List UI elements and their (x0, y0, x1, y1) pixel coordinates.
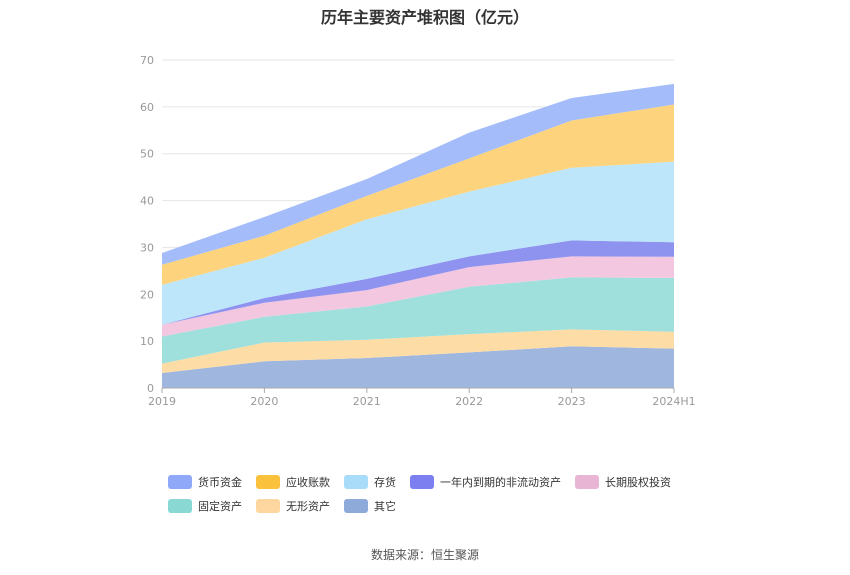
y-tick-label: 0 (147, 382, 154, 395)
axes: 0 10 20 30 40 50 60 70 2019 2020 2021 2022 2023 2024H… (140, 54, 696, 408)
area-series-2 (162, 277, 674, 364)
x-tick-label: 2022 (455, 395, 483, 408)
x-tick-label: 2021 (353, 395, 381, 408)
legend-label: 无形资产 (286, 499, 330, 513)
legend-swatch (410, 475, 434, 489)
area-series-3 (162, 256, 674, 337)
y-tick-label: 60 (140, 101, 154, 114)
legend-item[interactable]: 应收账款 (256, 475, 330, 489)
legend-item[interactable]: 一年内到期的非流动资产 (410, 475, 561, 489)
area-series-6 (162, 104, 674, 285)
area-series-group (162, 83, 674, 388)
legend-label: 其它 (374, 499, 396, 513)
legend-label: 货币资金 (198, 475, 242, 489)
data-source-note: 数据来源：恒生聚源 (370, 548, 479, 562)
legend-label: 一年内到期的非流动资产 (440, 475, 561, 489)
x-tick-label: 2019 (148, 395, 176, 408)
legend-label: 存货 (374, 475, 396, 489)
legend-label: 长期股权投资 (605, 475, 671, 489)
legend-swatch (256, 475, 280, 489)
legend-swatch (168, 475, 192, 489)
y-tick-label: 40 (140, 195, 154, 208)
x-tick-label: 2023 (558, 395, 586, 408)
y-tick-label: 20 (140, 288, 154, 301)
chart-title: 历年主要资产堆积图（亿元） (320, 8, 529, 27)
x-tick-label: 2020 (250, 395, 278, 408)
legend-item[interactable]: 其它 (344, 499, 396, 513)
legend-item[interactable]: 长期股权投资 (575, 475, 671, 489)
area-series-5 (162, 161, 674, 325)
x-tick-label: 2024H1 (652, 395, 695, 408)
area-series-4 (162, 240, 674, 325)
y-tick-label: 70 (140, 54, 154, 67)
legend-item[interactable]: 固定资产 (168, 499, 242, 513)
y-tick-label: 10 (140, 335, 154, 348)
y-tick-label: 30 (140, 241, 154, 254)
legend-label: 固定资产 (198, 499, 242, 513)
legend-item[interactable]: 货币资金 (168, 475, 242, 489)
y-tick-label: 50 (140, 148, 154, 161)
legend-swatch (168, 499, 192, 513)
legend-swatch (344, 475, 368, 489)
legend-label: 应收账款 (286, 475, 330, 489)
legend-swatch (575, 475, 599, 489)
legend-item[interactable]: 存货 (344, 475, 396, 489)
legend-swatch (344, 499, 368, 513)
area-series-7 (162, 83, 674, 265)
area-series-0 (162, 346, 674, 388)
legend-item[interactable]: 无形资产 (256, 499, 330, 513)
legend-swatch (256, 499, 280, 513)
area-series-1 (162, 329, 674, 374)
